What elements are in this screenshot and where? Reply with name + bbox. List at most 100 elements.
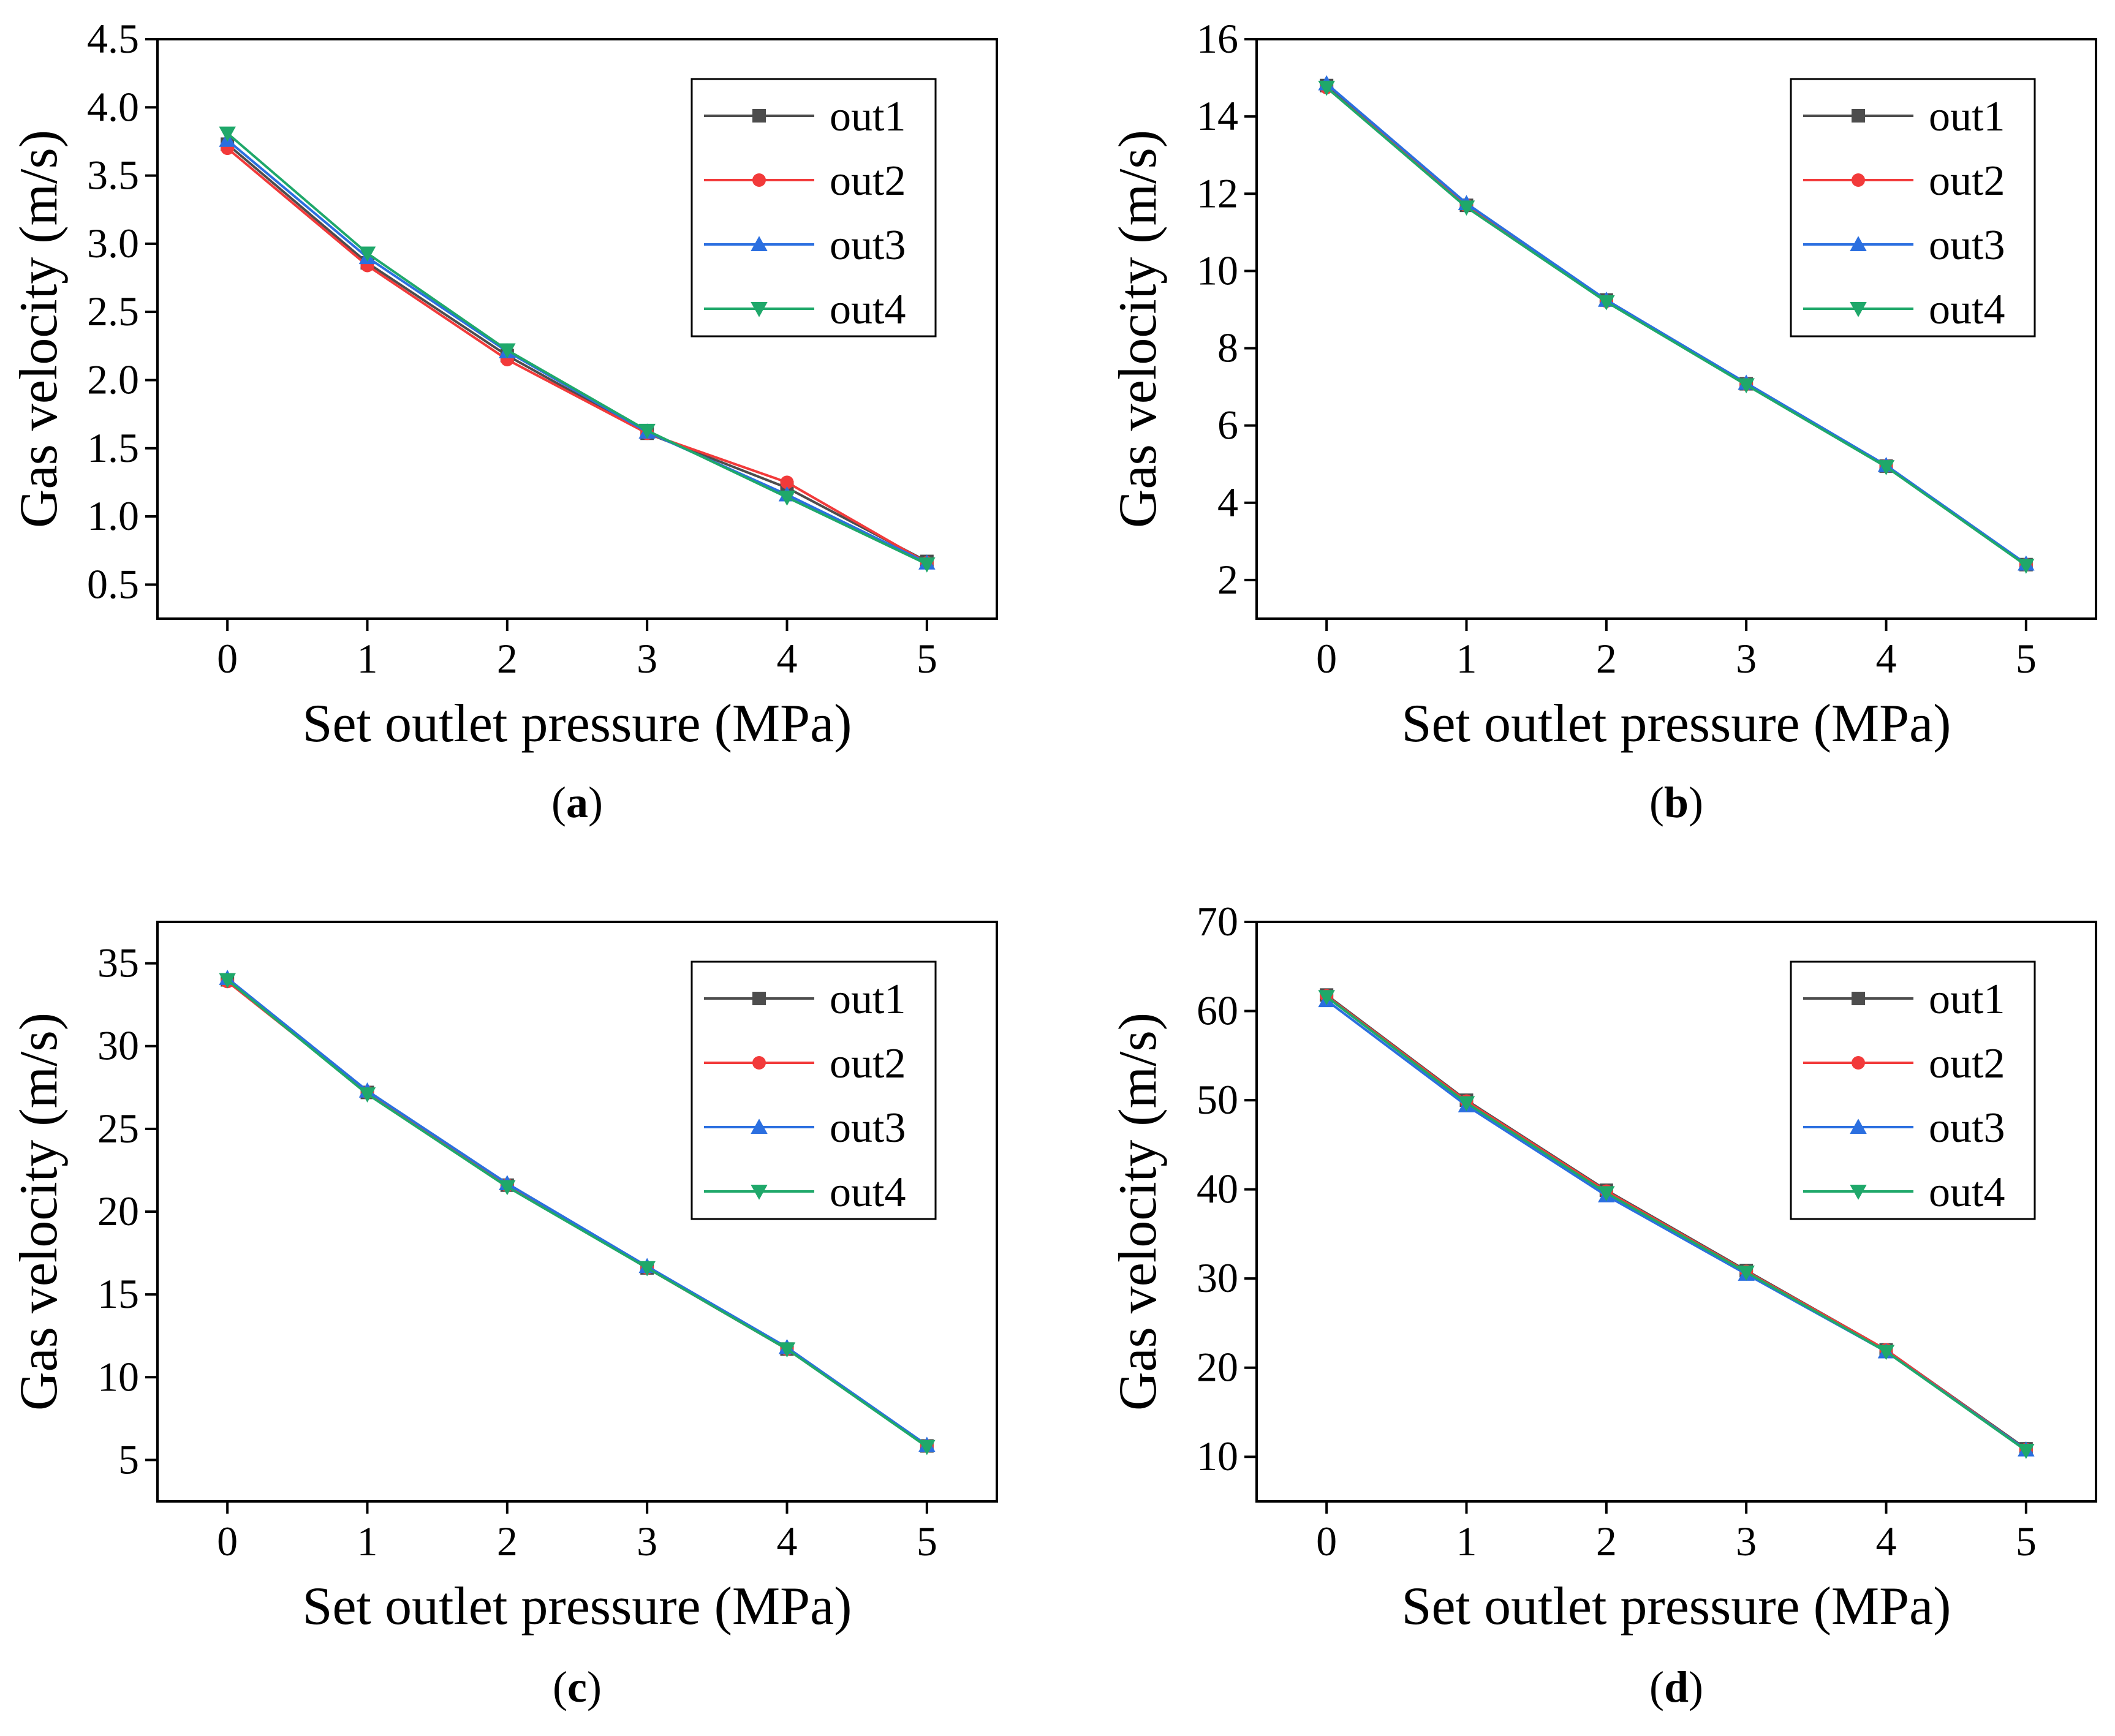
legend-marker-out3: [1850, 1119, 1867, 1134]
legend: out1 out2 out3 out4: [690, 960, 937, 1220]
y-tick-label: 0.5: [87, 560, 139, 607]
legend-marker-out4: [1850, 302, 1867, 317]
data-point-out2: [780, 475, 794, 489]
x-tick-label: 3: [1736, 1518, 1757, 1564]
panel-caption-letter: c: [567, 1662, 587, 1711]
data-point-out4: [358, 246, 376, 262]
series-line-out4: [1325, 86, 2027, 567]
legend: out1 out2 out3 out4: [690, 78, 937, 338]
data-point-out4: [918, 557, 936, 573]
y-tick-label: 4.0: [87, 83, 139, 130]
y-axis-title: Gas velocity (m/s): [1108, 1013, 1168, 1411]
y-tick-label: 25: [97, 1105, 139, 1152]
x-tick-label: 4: [1876, 635, 1897, 682]
series-line-out3: [1325, 83, 2027, 565]
data-point-out4: [1738, 1265, 1755, 1281]
data-point-out4: [778, 1342, 796, 1358]
x-tick-label: 1: [357, 635, 378, 682]
series-line-out1: [226, 143, 928, 563]
y-tick-label: 30: [1197, 1255, 1238, 1301]
plot-frame: [1255, 921, 2097, 1503]
y-tick-label: 1.5: [87, 425, 139, 471]
legend-box: [690, 960, 937, 1220]
y-tick-label: 3.5: [87, 152, 139, 198]
x-tick-label: 5: [2016, 635, 2037, 682]
y-tick-label: 60: [1197, 987, 1238, 1034]
legend-marker-out2: [752, 1056, 766, 1070]
data-point-out4: [1458, 200, 1475, 216]
x-axis-title: Set outlet pressure (MPa): [1402, 1577, 1951, 1636]
y-tick-label: 4: [1217, 479, 1238, 526]
legend-box: [690, 78, 937, 338]
data-point-out4: [2018, 558, 2035, 574]
y-tick-label: 10: [1197, 247, 1238, 293]
x-axis-title: Set outlet pressure (MPa): [303, 1577, 852, 1636]
x-tick-label: 4: [777, 635, 798, 682]
data-point-out4: [1318, 80, 1335, 96]
series-line-out2: [226, 147, 928, 564]
x-tick-label: 0: [1316, 635, 1337, 682]
y-axis-title: Gas velocity (m/s): [1108, 130, 1168, 528]
legend-label-out4: out4: [1929, 286, 2005, 333]
x-tick-label: 0: [217, 1518, 238, 1564]
legend-marker-out2: [1852, 1056, 1865, 1070]
x-tick-label: 5: [2016, 1518, 2037, 1564]
x-tick-label: 2: [1596, 1518, 1617, 1564]
x-tick-label: 1: [1456, 635, 1477, 682]
y-tick-label: 4.5: [87, 15, 139, 62]
x-tick-label: 0: [217, 635, 238, 682]
x-axis-title: Set outlet pressure (MPa): [303, 694, 852, 753]
series-line-out4: [226, 132, 928, 565]
legend-label-out2: out2: [1929, 157, 2005, 205]
y-tick-label: 20: [1197, 1344, 1238, 1391]
panel-caption-letter: b: [1664, 778, 1689, 827]
legend-marker-out3: [751, 236, 768, 251]
chart-panel-c: 0 1 2 3 4 5 5 10 15 20 25 30 35 Set outlet pressure (…: [9, 921, 998, 1711]
legend-marker-out1: [752, 109, 766, 123]
panel-caption: (c): [553, 1662, 602, 1711]
legend-label-out1: out1: [1929, 93, 2005, 140]
data-point-out4: [1598, 1186, 1615, 1202]
legend-marker-out4: [751, 302, 768, 317]
legend-label-out3: out3: [830, 1104, 906, 1152]
x-tick-label: 1: [357, 1518, 378, 1564]
y-tick-label: 2.5: [87, 288, 139, 334]
x-tick-label: 0: [1316, 1518, 1337, 1564]
legend-box: [1790, 960, 2036, 1220]
y-tick-label: 16: [1197, 15, 1238, 62]
x-tick-label: 2: [1596, 635, 1617, 682]
plot-frame: [1255, 38, 2097, 620]
legend-marker-out1: [752, 992, 766, 1005]
plot-frame: [156, 38, 998, 620]
legend-marker-out4: [1850, 1185, 1867, 1200]
legend-label-out2: out2: [830, 157, 906, 205]
legend-marker-out4: [751, 1185, 768, 1200]
legend-marker-out3: [751, 1119, 768, 1134]
legend-marker-out3: [1850, 236, 1867, 251]
panel-caption: (d): [1649, 1662, 1703, 1711]
data-point-out4: [918, 1440, 936, 1455]
y-axis-title: Gas velocity (m/s): [9, 1013, 69, 1411]
x-tick-label: 3: [1736, 635, 1757, 682]
panel-caption-letter: d: [1664, 1662, 1689, 1711]
data-point-out4: [638, 423, 656, 439]
y-tick-label: 15: [97, 1270, 139, 1317]
series-line-out4: [1325, 995, 2027, 1452]
y-tick-label: 1.0: [87, 492, 139, 539]
data-point-out4: [499, 1180, 516, 1196]
data-point-out4: [499, 343, 516, 359]
y-tick-label: 5: [118, 1436, 139, 1482]
legend-marker-out2: [752, 173, 766, 187]
data-point-out4: [2018, 1444, 2035, 1459]
y-axis-title: Gas velocity (m/s): [9, 130, 69, 528]
data-point-out4: [778, 490, 796, 506]
x-tick-label: 5: [917, 635, 937, 682]
x-tick-label: 2: [497, 635, 518, 682]
data-point-out4: [1738, 378, 1755, 394]
legend-label-out3: out3: [1929, 1104, 2005, 1152]
y-tick-label: 3.0: [87, 220, 139, 266]
y-tick-label: 2.0: [87, 356, 139, 402]
legend-label-out3: out3: [830, 222, 906, 269]
legend-label-out4: out4: [1929, 1169, 2005, 1216]
data-point-out4: [638, 1261, 656, 1277]
